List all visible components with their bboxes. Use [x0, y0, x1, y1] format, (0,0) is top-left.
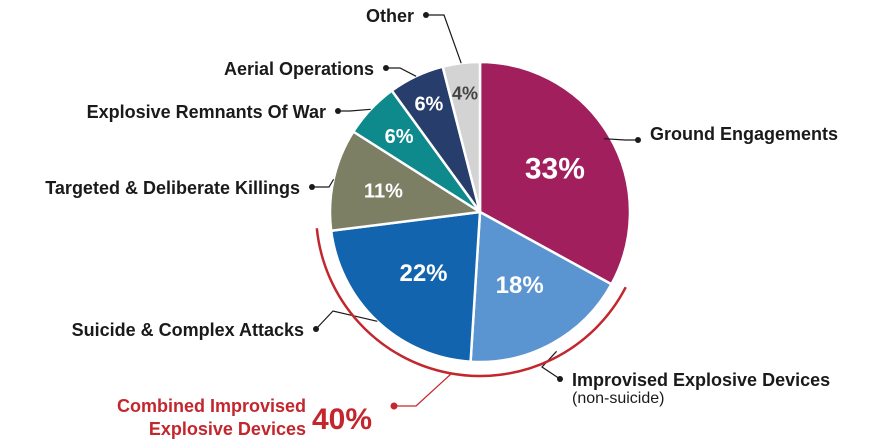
pie-slices	[328, 60, 632, 364]
combined-ied-leader-line	[394, 373, 452, 407]
pie-slice-targeted-and-deliberate-killings	[328, 130, 482, 233]
leader-line-ground-engagements	[603, 138, 638, 141]
slice-percent-ground-engagements: 33%	[525, 153, 585, 186]
pie-slice-ground-engagements	[478, 60, 632, 286]
slice-percent-other: 4%	[452, 83, 478, 103]
leader-dot-suicide-and-complex-attacks	[313, 326, 319, 332]
slice-percent-aerial-operations: 6%	[414, 94, 443, 116]
category-label-explosive-remnants-of-war: Explosive Remnants Of War	[87, 102, 326, 122]
category-label-aerial-operations: Aerial Operations	[224, 59, 374, 79]
combined-ied-label-line1: Combined Improvised	[117, 396, 306, 416]
pie-slice-improvised-explosive-devices	[469, 210, 613, 364]
leader-dot-aerial-operations	[383, 65, 389, 71]
combined-ied-annotation: Combined Improvised Explosive Devices 40…	[117, 228, 627, 439]
slice-percent-suicide-and-complex-attacks: 22%	[399, 260, 447, 287]
leader-dot-explosive-remnants-of-war	[335, 108, 341, 114]
slice-percent-improvised-explosive-devices: 18%	[496, 272, 544, 299]
category-label-improvised-explosive-devices: Improvised Explosive Devices	[572, 370, 830, 390]
category-label-ground-engagements: Ground Engagements	[650, 124, 838, 144]
leader-lines	[309, 12, 641, 382]
slice-percent-explosive-remnants-of-war: 6%	[385, 126, 414, 148]
category-sublabel-improvised-explosive-devices: (non-suicide)	[572, 390, 664, 407]
leader-line-targeted-and-deliberate-killings	[312, 178, 335, 188]
category-label-other: Other	[366, 6, 414, 26]
leader-dot-other	[423, 12, 429, 18]
leader-dot-targeted-and-deliberate-killings	[309, 184, 315, 190]
slice-percent-targeted-and-deliberate-killings: 11%	[364, 181, 403, 203]
combined-ied-label-line2: Explosive Devices	[149, 419, 306, 439]
category-labels: Ground Engagements Improvised Explosive D…	[45, 6, 838, 407]
leader-dot-ground-engagements	[635, 137, 641, 143]
pie-slice-suicide-and-complex-attacks	[329, 210, 482, 363]
combined-ied-bracket-arc	[315, 228, 627, 378]
leader-line-other	[426, 14, 462, 64]
leader-dot-improvised-explosive-devices	[557, 376, 563, 382]
combined-ied-leader-dot	[390, 402, 398, 410]
leader-line-suicide-and-complex-attacks	[315, 310, 378, 330]
percent-labels: 33% 18% 22% 11% 6%6% 4%	[364, 83, 585, 299]
leader-line-aerial-operations	[386, 67, 417, 77]
category-label-suicide-and-complex-attacks: Suicide & Complex Attacks	[72, 320, 304, 340]
category-label-targeted-and-deliberate-killings: Targeted & Deliberate Killings	[45, 178, 300, 198]
leader-line-improvised-explosive-devices	[541, 350, 561, 380]
leader-line-explosive-remnants-of-war	[338, 108, 371, 112]
combined-ied-percent: 40%	[312, 403, 372, 436]
